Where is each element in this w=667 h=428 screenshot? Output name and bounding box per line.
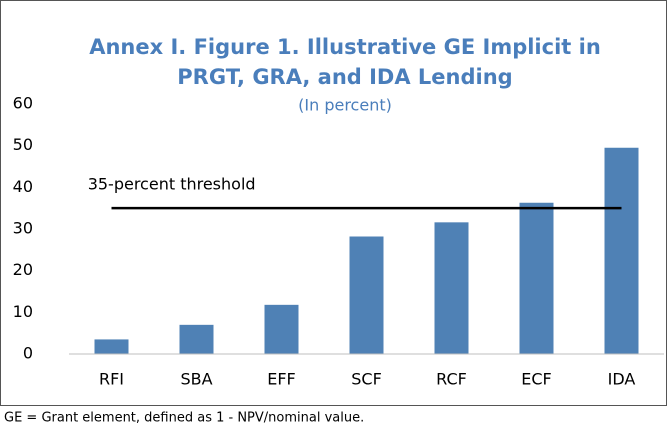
bar: [604, 147, 639, 354]
y-tick-label: 0: [23, 344, 33, 363]
y-tick-label: 60: [13, 94, 33, 113]
threshold-label: 35-percent threshold: [88, 175, 256, 194]
y-tick-label: 10: [13, 302, 33, 321]
chart-title: Annex I. Figure 1. Illustrative GE Impli…: [89, 35, 601, 59]
x-tick-label: RCF: [436, 370, 467, 389]
bar: [264, 304, 299, 354]
x-tick-label: SCF: [351, 370, 382, 389]
footnote: GE = Grant element, defined as 1 - NPV/n…: [4, 411, 364, 426]
y-tick-label: 40: [13, 177, 33, 196]
bar: [349, 236, 384, 354]
chart-title: PRGT, GRA, and IDA Lending: [177, 65, 512, 89]
x-tick-label: EFF: [267, 370, 296, 389]
bar: [434, 222, 469, 354]
y-tick-label: 20: [13, 260, 33, 279]
x-tick-label: RFI: [99, 370, 124, 389]
y-tick-label: 50: [13, 135, 33, 154]
chart-subtitle: (In percent): [298, 96, 392, 115]
x-tick-label: ECF: [521, 370, 551, 389]
bar: [94, 339, 129, 354]
x-tick-label: IDA: [608, 370, 636, 389]
bar: [519, 202, 554, 354]
x-tick-label: SBA: [180, 370, 212, 389]
bar: [179, 324, 214, 354]
y-tick-label: 30: [13, 219, 33, 238]
